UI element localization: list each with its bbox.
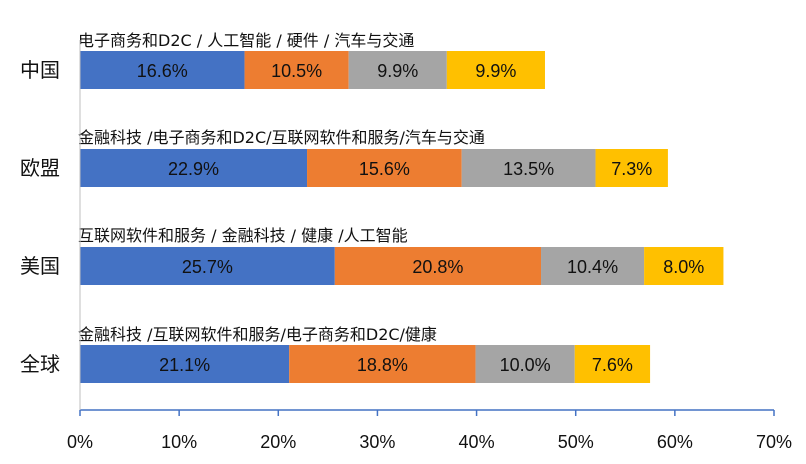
data-label-4-2: 18.8% xyxy=(357,355,408,375)
category-label-2: 欧盟 xyxy=(20,156,60,180)
x-tick-label-8: 70% xyxy=(756,432,792,452)
data-label-1-1: 16.6% xyxy=(137,61,188,81)
category-label-1: 中国 xyxy=(20,58,60,82)
bar-segment-2-1 xyxy=(80,149,308,187)
bar-segment-4-4 xyxy=(574,345,651,383)
bar-annotation-3: 互联网软件和服务 / 金融科技 / 健康 /人工智能 xyxy=(78,226,408,245)
bar-segment-1-2 xyxy=(244,51,349,89)
data-label-1-3: 9.9% xyxy=(377,61,418,81)
x-tick-label-3: 20% xyxy=(260,432,296,452)
bar-segment-2-4 xyxy=(595,149,668,187)
bar-segment-1-3 xyxy=(348,51,447,89)
data-label-2-1: 22.9% xyxy=(168,159,219,179)
data-label-4-1: 21.1% xyxy=(159,355,210,375)
data-label-3-4: 8.0% xyxy=(663,257,704,277)
data-label-1-2: 10.5% xyxy=(271,61,322,81)
bar-annotation-4: 金融科技 /互联网软件和服务/电子商务和D2C/健康 xyxy=(78,325,437,344)
x-tick-label-6: 50% xyxy=(558,432,594,452)
data-label-4-3: 10.0% xyxy=(500,355,551,375)
x-tick-label-1: 0% xyxy=(67,432,93,452)
bar-segment-2-3 xyxy=(461,149,596,187)
category-label-3: 美国 xyxy=(20,254,60,278)
data-label-3-3: 10.4% xyxy=(567,257,618,277)
data-label-2-3: 13.5% xyxy=(503,159,554,179)
bar-annotation-2: 金融科技 /电子商务和D2C/互联网软件和服务/汽车与交通 xyxy=(78,128,485,147)
x-tick-label-5: 40% xyxy=(459,432,495,452)
x-tick-label-4: 30% xyxy=(359,432,395,452)
bar-annotation-1: 电子商务和D2C / 人工智能 / 硬件 / 汽车与交通 xyxy=(78,31,414,50)
bar-segment-2-2 xyxy=(307,149,462,187)
bar-segment-4-2 xyxy=(289,345,476,383)
bar-segment-4-3 xyxy=(475,345,575,383)
x-tick-label-2: 10% xyxy=(161,432,197,452)
category-label-4: 全球 xyxy=(20,352,60,376)
bar-segment-3-1 xyxy=(80,247,335,285)
data-label-3-2: 20.8% xyxy=(412,257,463,277)
data-label-1-4: 9.9% xyxy=(475,61,516,81)
x-tick-label-7: 60% xyxy=(657,432,693,452)
bar-segment-3-2 xyxy=(334,247,542,285)
bar-segment-1-1 xyxy=(80,51,245,89)
bar-segment-1-4 xyxy=(446,51,545,89)
bar-segment-3-3 xyxy=(541,247,645,285)
data-label-2-2: 15.6% xyxy=(359,159,410,179)
data-label-3-1: 25.7% xyxy=(182,257,233,277)
bar-segment-3-4 xyxy=(644,247,724,285)
data-label-2-4: 7.3% xyxy=(611,159,652,179)
bar-segment-4-1 xyxy=(80,345,290,383)
data-label-4-4: 7.6% xyxy=(592,355,633,375)
